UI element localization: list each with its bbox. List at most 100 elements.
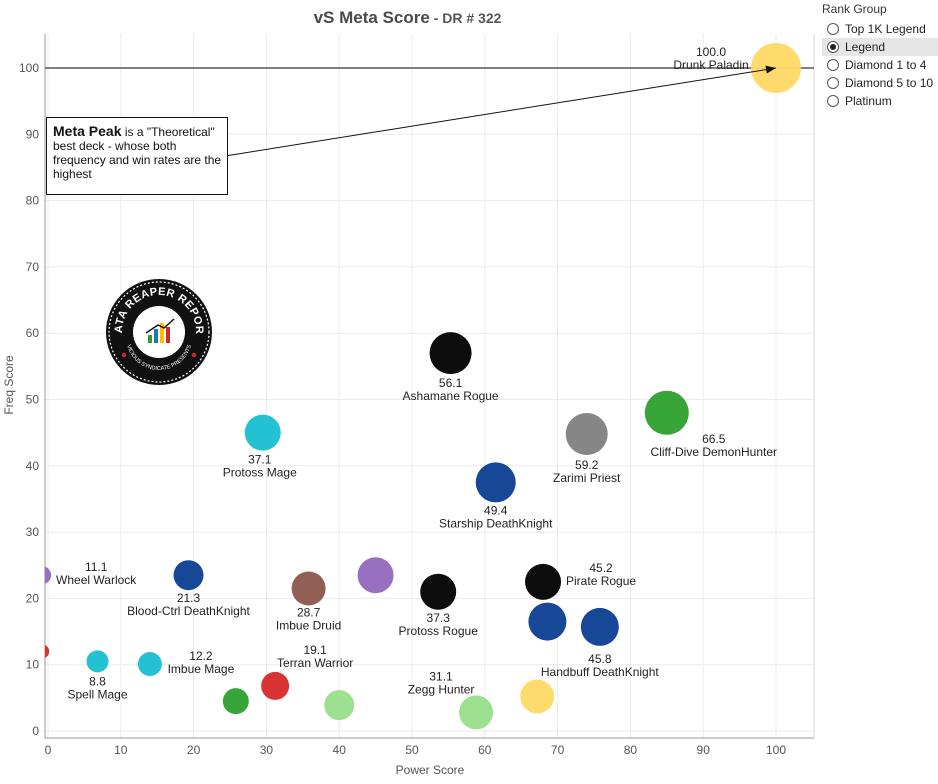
deck-label-handbuff-deathknight: Handbuff DeathKnight xyxy=(541,665,660,679)
y-tick-label: 90 xyxy=(26,127,40,141)
point-pirate-rogue[interactable] xyxy=(525,563,562,600)
point-zarimi-priest[interactable] xyxy=(565,412,608,455)
x-tick-label: 100 xyxy=(766,743,786,757)
radio-icon[interactable] xyxy=(827,23,839,35)
point-unlabeled[interactable] xyxy=(357,557,394,594)
deck-label-imbue-druid: Imbue Druid xyxy=(276,618,341,632)
legend-option-platinum[interactable]: Platinum xyxy=(822,92,938,110)
point-unlabeled[interactable] xyxy=(528,602,567,641)
score-label-imbue-mage: 12.2 xyxy=(189,649,213,663)
y-tick-label: 80 xyxy=(26,194,40,208)
point-protoss-mage[interactable] xyxy=(244,414,281,451)
chart-title-sub: - DR # 322 xyxy=(429,10,502,26)
point-starship-deathknight[interactable] xyxy=(475,462,516,503)
deck-label-zarimi-priest: Zarimi Priest xyxy=(553,471,621,485)
point-unlabeled[interactable] xyxy=(35,644,50,658)
radio-icon[interactable] xyxy=(827,59,839,71)
y-tick-label: 10 xyxy=(26,658,40,672)
annotation-arrow xyxy=(224,65,777,157)
x-tick-label: 70 xyxy=(551,743,565,757)
x-tick-label: 90 xyxy=(697,743,711,757)
rank-group-legend: Rank Group Top 1K Legend Legend Diamond 1 … xyxy=(822,2,938,110)
x-tick-label: 0 xyxy=(45,743,52,757)
point-unlabeled[interactable] xyxy=(222,688,249,715)
legend-option-legend[interactable]: Legend xyxy=(822,38,938,56)
deck-label-spell-mage: Spell Mage xyxy=(67,687,127,701)
axes: 0 10 20 30 40 50 60 70 80 90 100 0 10 20 30 40 50 60 70 80 9… xyxy=(2,34,815,777)
legend-option-diamond-1-to-4[interactable]: Diamond 1 to 4 xyxy=(822,56,938,74)
y-tick-label: 30 xyxy=(26,525,40,539)
point-imbue-druid[interactable] xyxy=(291,571,326,606)
legend-option-diamond-5-to-10[interactable]: Diamond 5 to 10 xyxy=(822,74,938,92)
y-tick-label: 100 xyxy=(19,61,39,75)
meta-peak-annotation: Meta Peak is a "Theoretical" best deck -… xyxy=(46,117,228,195)
score-label-terran-warrior: 19.1 xyxy=(303,643,327,657)
point-terran-warrior[interactable] xyxy=(261,671,290,700)
x-axis-label: Power Score xyxy=(396,763,465,777)
data-points xyxy=(33,43,801,730)
point-cliff-dive-demonhunter[interactable] xyxy=(644,390,689,435)
data-reaper-report-logo: DATA REAPER REPORT VICIOUS SYNDICATE PRE… xyxy=(104,277,212,385)
score-label-protoss-rogue: 37.3 xyxy=(427,611,451,625)
y-tick-label: 40 xyxy=(26,459,40,473)
point-protoss-rogue[interactable] xyxy=(420,573,457,610)
point-ashamane-rogue[interactable] xyxy=(429,332,472,375)
deck-label-blood-ctrl-deathknight: Blood-Ctrl DeathKnight xyxy=(127,604,250,618)
meta-peak-title: Meta Peak xyxy=(53,123,122,139)
legend-option-label: Legend xyxy=(845,40,886,54)
deck-label-starship-deathknight: Starship DeathKnight xyxy=(439,516,553,530)
point-unlabeled[interactable] xyxy=(520,679,555,714)
x-tick-label: 10 xyxy=(114,743,128,757)
legend-title: Rank Group xyxy=(822,2,887,16)
point-wheel-warlock[interactable] xyxy=(33,566,52,584)
y-tick-label: 70 xyxy=(26,260,40,274)
deck-label-protoss-mage: Protoss Mage xyxy=(223,466,297,480)
x-tick-label: 40 xyxy=(333,743,347,757)
y-axis-label: Freq Score xyxy=(2,355,16,415)
y-tick-label: 0 xyxy=(32,724,39,738)
score-label-ashamane-rogue: 56.1 xyxy=(439,376,463,390)
point-spell-mage[interactable] xyxy=(86,650,109,673)
legend-option-label: Diamond 1 to 4 xyxy=(845,58,927,72)
deck-label-drunk-paladin: Drunk Paladin xyxy=(673,58,748,72)
score-label-cliff-dive-demonhunter: 66.5 xyxy=(702,432,726,446)
radio-icon[interactable] xyxy=(827,95,839,107)
point-unlabeled[interactable] xyxy=(324,690,355,721)
score-label-pirate-rogue: 45.2 xyxy=(589,561,613,575)
x-tick-label: 60 xyxy=(478,743,492,757)
legend-option-label: Platinum xyxy=(845,94,892,108)
point-zegg-hunter[interactable] xyxy=(459,695,494,730)
score-label-imbue-druid: 28.7 xyxy=(297,605,321,619)
deck-label-imbue-mage: Imbue Mage xyxy=(168,662,235,676)
legend-option-top-1k-legend[interactable]: Top 1K Legend xyxy=(822,20,938,38)
deck-label-wheel-warlock: Wheel Warlock xyxy=(56,573,137,587)
y-tick-label: 60 xyxy=(26,326,40,340)
radio-icon[interactable] xyxy=(827,41,839,53)
x-tick-label: 30 xyxy=(260,743,274,757)
deck-label-zegg-hunter: Zegg Hunter xyxy=(408,682,475,696)
deck-label-protoss-rogue: Protoss Rogue xyxy=(399,624,479,638)
chart-title: vS Meta Score - DR # 322 xyxy=(0,8,815,28)
y-tick-label: 50 xyxy=(26,393,40,407)
y-tick-label: 20 xyxy=(26,591,40,605)
x-tick-label: 80 xyxy=(624,743,638,757)
chart-title-main: vS Meta Score xyxy=(313,8,430,27)
score-label-wheel-warlock: 11.1 xyxy=(85,560,108,574)
deck-label-cliff-dive-demonhunter: Cliff-Dive DemonHunter xyxy=(651,445,778,459)
score-label-spell-mage: 8.8 xyxy=(89,674,106,688)
radio-icon[interactable] xyxy=(827,77,839,89)
deck-label-pirate-rogue: Pirate Rogue xyxy=(566,574,636,588)
x-tick-label: 50 xyxy=(405,743,419,757)
point-blood-ctrl-deathknight[interactable] xyxy=(173,560,204,591)
legend-option-label: Diamond 5 to 10 xyxy=(845,76,934,90)
score-label-zegg-hunter: 31.1 xyxy=(429,669,453,683)
meta-peak-text: is a "Theoretical" best deck - whose bot… xyxy=(53,125,222,181)
score-label-handbuff-deathknight: 45.8 xyxy=(588,652,612,666)
score-label-protoss-mage: 37.1 xyxy=(248,453,272,467)
point-handbuff-deathknight[interactable] xyxy=(580,607,619,646)
score-label-starship-deathknight: 49.4 xyxy=(484,503,508,517)
point-imbue-mage[interactable] xyxy=(137,652,162,677)
score-label-drunk-paladin: 100.0 xyxy=(696,45,726,59)
score-label-zarimi-priest: 59.2 xyxy=(575,458,599,472)
